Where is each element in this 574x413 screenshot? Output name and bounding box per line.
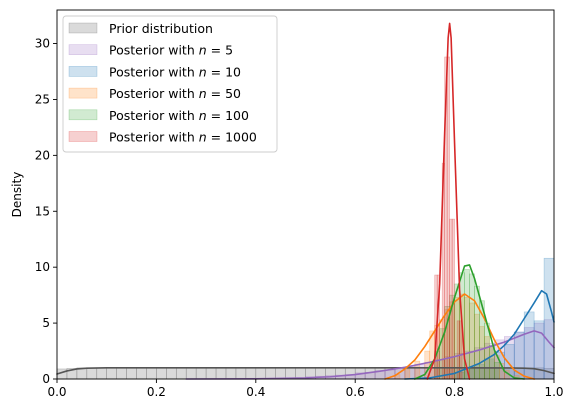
hist-bar: [96, 367, 108, 380]
y-tick-label: 10: [35, 260, 50, 274]
hist-bar: [185, 367, 197, 380]
legend-item: Posterior with n = 1000: [68, 130, 257, 145]
x-tick-label: 0.6: [346, 385, 365, 399]
legend-swatch: [68, 44, 98, 56]
legend-label: Posterior with n = 5: [109, 43, 233, 58]
kde-line-prior-distribution: [56, 367, 555, 375]
hist-bar: [205, 367, 217, 380]
hist-bar: [235, 367, 247, 380]
hist-bar: [116, 367, 127, 380]
kde-line-posterior-with-n-10: [404, 289, 555, 380]
legend-swatch: [68, 131, 98, 142]
legend: Prior distribution Posterior with n = 5 Po…: [62, 15, 278, 153]
x-tick-label: 0.8: [445, 385, 464, 399]
legend-item: Posterior with n = 100: [68, 108, 249, 123]
legend-box: [62, 15, 278, 153]
y-tick-label: 5: [42, 316, 50, 330]
legend-label: Posterior with n = 10: [109, 64, 241, 79]
hist-bar: [136, 367, 147, 380]
x-tick-label: 0.2: [147, 385, 166, 399]
y-tick-label: 25: [35, 92, 50, 106]
hist-bar: [195, 367, 207, 380]
x-tick-label: 1.0: [544, 385, 563, 399]
legend-item: Posterior with n = 50: [68, 86, 241, 101]
kde-line-posterior-with-n-1000: [426, 22, 471, 380]
hist-bar: [513, 331, 525, 380]
plot-frame: [56, 9, 555, 380]
hist-bar: [275, 367, 286, 380]
y-tick-label: 15: [35, 204, 50, 218]
hist-bar: [489, 345, 495, 380]
kde-line-posterior-with-n-5: [185, 330, 555, 380]
hist-bar: [175, 367, 187, 380]
series-posterior-with-n-1000-bars: [434, 56, 463, 380]
legend-label: Prior distribution: [109, 21, 213, 36]
hist-bar: [146, 367, 157, 380]
legend-item: Posterior with n = 5: [68, 43, 233, 58]
y-axis-title: Density: [10, 172, 24, 218]
legend-swatch: [68, 109, 98, 121]
legend-label: Posterior with n = 1000: [109, 130, 257, 145]
x-tick-label: 0.0: [47, 385, 66, 399]
hist-bar: [86, 367, 98, 380]
y-axis-ticks: 0 5 10 15 20 25 30: [35, 37, 57, 386]
y-tick-label: 20: [35, 148, 50, 162]
hist-bar: [456, 320, 460, 380]
hist-bar: [255, 367, 267, 380]
legend-item: Posterior with n = 10: [68, 64, 241, 79]
y-tick-label: 30: [35, 37, 50, 51]
hist-bar: [446, 56, 450, 380]
x-axis-ticks: 0.0 0.2 0.4 0.6 0.8 1.0: [47, 379, 564, 399]
legend-item: Prior distribution: [68, 21, 213, 36]
hist-bar: [245, 367, 257, 380]
axes: [56, 9, 555, 380]
legend-swatch: [68, 66, 98, 77]
hist-bar: [494, 361, 500, 380]
hist-bar: [215, 367, 227, 380]
kde-curves: [56, 22, 555, 380]
hist-bar: [449, 218, 453, 380]
x-tick-label: 0.4: [246, 385, 265, 399]
hist-bar: [404, 368, 411, 380]
hist-bar: [469, 273, 475, 380]
legend-label: Posterior with n = 100: [109, 108, 249, 123]
hist-bar: [225, 367, 237, 380]
legend-label: Posterior with n = 50: [109, 86, 241, 101]
hist-bar: [166, 367, 177, 380]
legend-swatch: [68, 22, 98, 34]
hist-bar: [126, 367, 137, 380]
legend-swatch: [68, 87, 98, 99]
hist-bar: [156, 367, 167, 380]
hist-bar: [265, 367, 276, 380]
hist-bar: [106, 367, 117, 380]
y-tick-label: 0: [42, 372, 50, 386]
